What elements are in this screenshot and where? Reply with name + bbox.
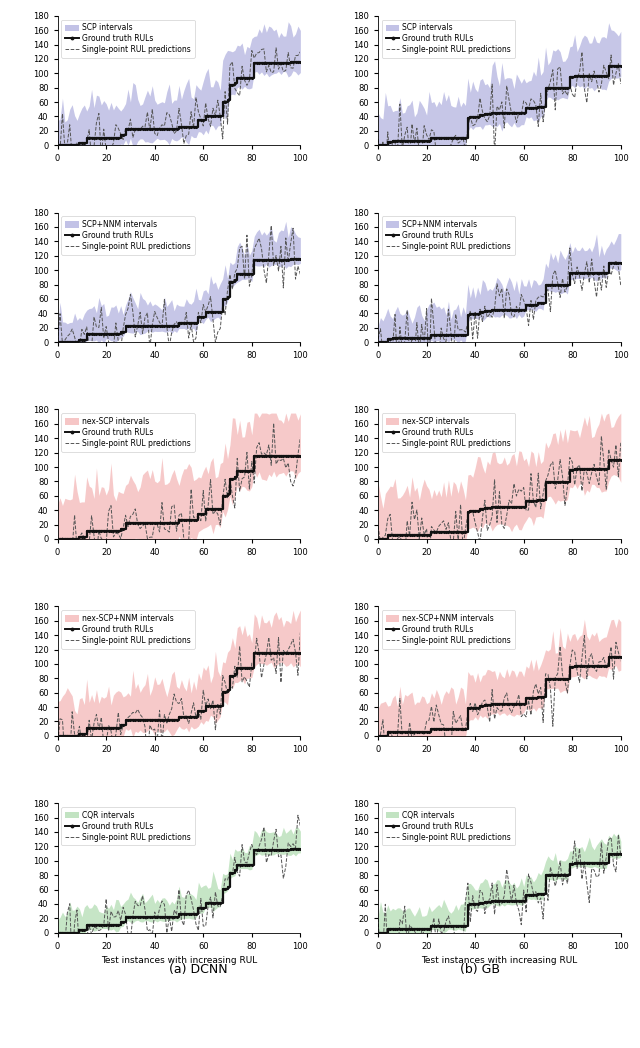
Legend: SCP+NNM intervals, Ground truth RULs, Single-point RUL predictions: SCP+NNM intervals, Ground truth RULs, Si… [382,216,515,255]
Legend: nex-SCP intervals, Ground truth RULs, Single-point RUL predictions: nex-SCP intervals, Ground truth RULs, Si… [382,413,515,452]
Legend: CQR intervals, Ground truth RULs, Single-point RUL predictions: CQR intervals, Ground truth RULs, Single… [382,807,515,846]
Legend: nex-SCP+NNM intervals, Ground truth RULs, Single-point RUL predictions: nex-SCP+NNM intervals, Ground truth RULs… [61,610,195,649]
Legend: nex-SCP+NNM intervals, Ground truth RULs, Single-point RUL predictions: nex-SCP+NNM intervals, Ground truth RULs… [382,610,515,649]
Legend: nex-SCP intervals, Ground truth RULs, Single-point RUL predictions: nex-SCP intervals, Ground truth RULs, Si… [61,413,195,452]
Legend: CQR intervals, Ground truth RULs, Single-point RUL predictions: CQR intervals, Ground truth RULs, Single… [61,807,195,846]
X-axis label: Test instances with increasing RUL: Test instances with increasing RUL [101,957,257,965]
Text: (b) GB: (b) GB [460,963,500,976]
Legend: SCP+NNM intervals, Ground truth RULs, Single-point RUL predictions: SCP+NNM intervals, Ground truth RULs, Si… [61,216,195,255]
Legend: SCP intervals, Ground truth RULs, Single-point RUL predictions: SCP intervals, Ground truth RULs, Single… [382,20,515,58]
Text: (a) DCNN: (a) DCNN [169,963,228,976]
Legend: SCP intervals, Ground truth RULs, Single-point RUL predictions: SCP intervals, Ground truth RULs, Single… [61,20,195,58]
X-axis label: Test instances with increasing RUL: Test instances with increasing RUL [421,957,577,965]
